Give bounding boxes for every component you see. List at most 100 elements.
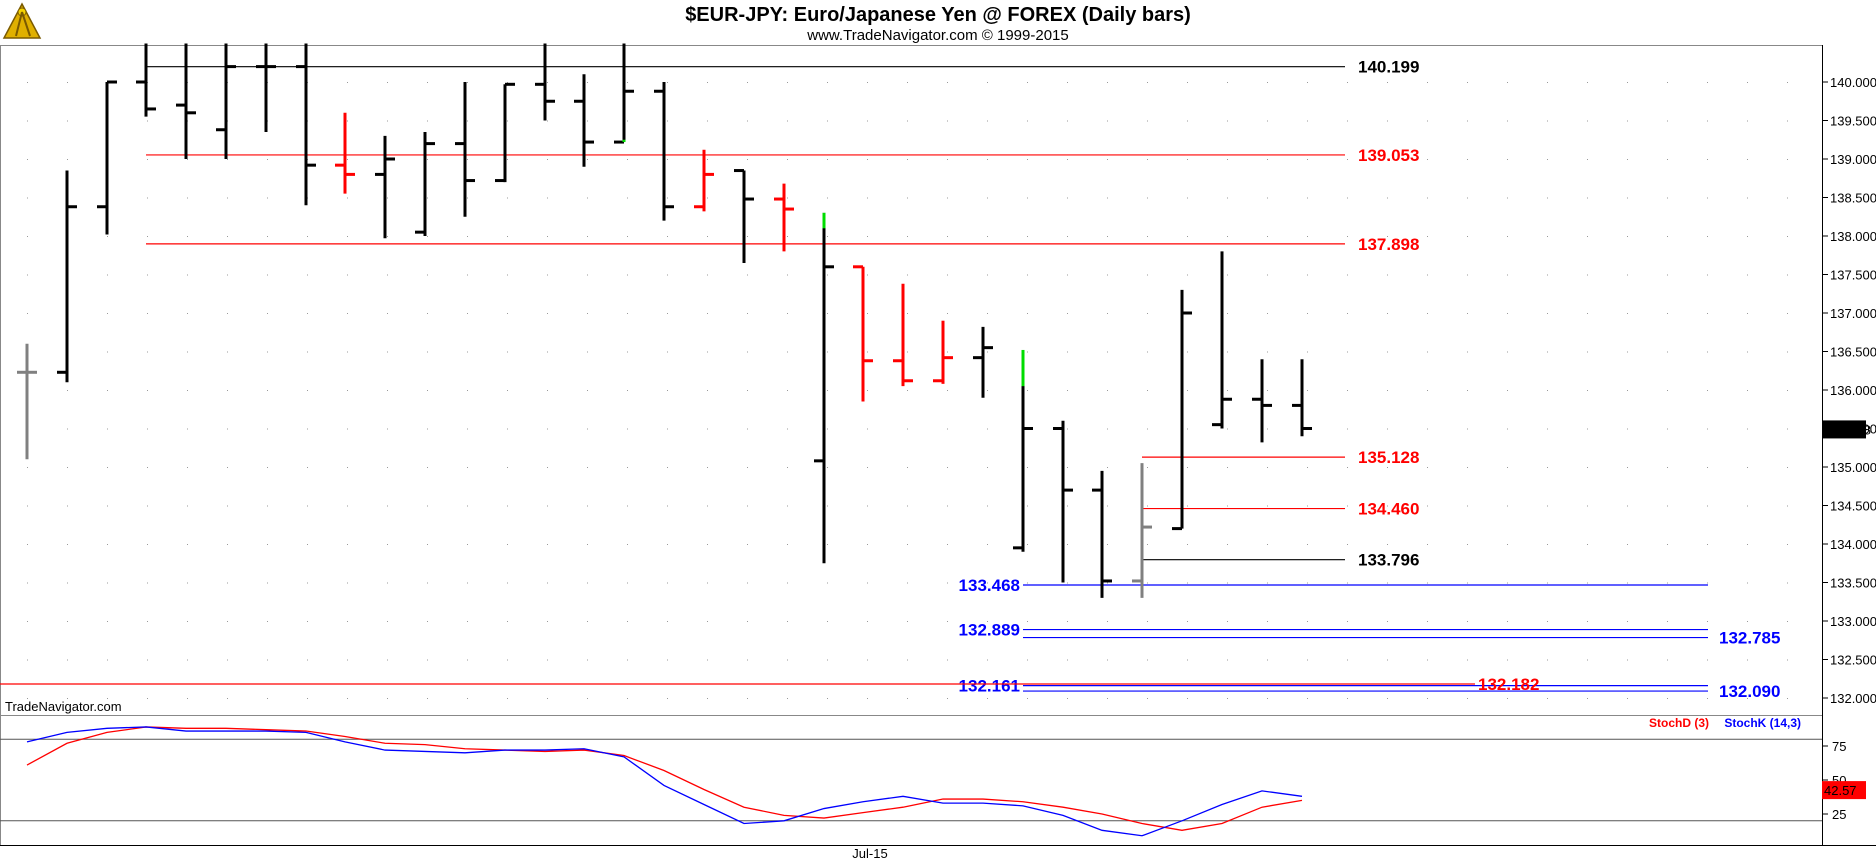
grid-dot — [827, 582, 828, 584]
grid-dot — [787, 82, 788, 83]
grid-dot — [707, 544, 708, 545]
y-tick-label: 133.500 — [1830, 576, 1876, 591]
grid-dot — [1787, 197, 1788, 199]
grid-dot — [427, 351, 428, 353]
grid-dot — [587, 236, 588, 237]
grid-dot — [1227, 351, 1228, 353]
grid-dot — [627, 236, 628, 237]
grid-dot — [467, 467, 468, 468]
grid-dot — [227, 621, 228, 622]
grid-dot — [547, 390, 548, 391]
grid-dot — [347, 698, 348, 699]
grid-dot — [1107, 582, 1108, 584]
grid-dot — [387, 82, 388, 83]
grid-dot — [347, 159, 348, 160]
grid-dot — [1027, 82, 1028, 83]
grid-dot — [547, 659, 548, 661]
grid-dot — [1667, 698, 1668, 699]
grid-dot — [1747, 313, 1748, 314]
level-label: 132.785 — [1719, 629, 1780, 648]
grid-dot — [147, 467, 148, 468]
grid-dot — [347, 313, 348, 314]
grid-dot — [427, 582, 428, 584]
grid-dot — [1307, 698, 1308, 699]
grid-dot — [1427, 582, 1428, 584]
grid-dot — [1787, 659, 1788, 661]
grid-dot — [507, 197, 508, 199]
grid-dot — [827, 621, 828, 622]
grid-dot — [387, 698, 388, 699]
grid-dot — [267, 428, 268, 430]
grid-dot — [67, 390, 68, 391]
grid-dot — [787, 428, 788, 430]
grid-dot — [907, 274, 908, 276]
grid-dot — [1747, 621, 1748, 622]
grid-dot — [1107, 120, 1108, 122]
y-tick-label: 139.000 — [1830, 152, 1876, 167]
grid-dot — [747, 659, 748, 661]
grid-dot — [267, 505, 268, 507]
grid-dot — [1467, 544, 1468, 545]
grid-dot — [1787, 120, 1788, 122]
grid-dot — [667, 313, 668, 314]
grid-dot — [1107, 544, 1108, 545]
grid-dot — [947, 544, 948, 545]
grid-dot — [1227, 698, 1228, 699]
grid-dot — [307, 467, 308, 468]
grid-dot — [467, 621, 468, 622]
grid-dot — [507, 621, 508, 622]
grid-dot — [1507, 621, 1508, 622]
grid-dot — [1787, 582, 1788, 584]
ohlc-bar — [415, 132, 435, 236]
grid-dot — [627, 698, 628, 699]
grid-dot — [987, 159, 988, 160]
grid-dot — [1787, 698, 1788, 699]
grid-dot — [587, 274, 588, 276]
grid-dot — [667, 351, 668, 353]
grid-dot — [987, 274, 988, 276]
grid-dot — [1307, 236, 1308, 237]
grid-dot — [1427, 698, 1428, 699]
grid-dot — [907, 82, 908, 83]
grid-dot — [1387, 197, 1388, 199]
grid-dot — [667, 621, 668, 622]
ohlc-bar — [1132, 463, 1152, 598]
grid-dot — [467, 582, 468, 584]
grid-dot — [587, 428, 588, 430]
grid-dot — [1387, 82, 1388, 83]
grid-dot — [467, 659, 468, 661]
grid-dot — [1067, 274, 1068, 276]
grid-dot — [1027, 505, 1028, 507]
grid-dot — [747, 467, 748, 468]
y-tick-label: 132.000 — [1830, 691, 1876, 706]
grid-dot — [1587, 582, 1588, 584]
grid-dot — [1347, 236, 1348, 237]
grid-dot — [1187, 236, 1188, 237]
y-tick-label: 140.000 — [1830, 75, 1876, 90]
grid-dot — [707, 698, 708, 699]
grid-dot — [1587, 698, 1588, 699]
grid-dot — [67, 698, 68, 699]
grid-dot — [307, 274, 308, 276]
grid-dot — [1507, 390, 1508, 391]
grid-dot — [867, 467, 868, 468]
grid-dot — [1027, 313, 1028, 314]
last-price-badge: 135.488 — [1822, 420, 1871, 439]
grid-dot — [147, 390, 148, 391]
grid-dot — [1427, 159, 1428, 160]
grid-dot — [347, 621, 348, 622]
grid-dot — [1747, 120, 1748, 122]
grid-dot — [1707, 82, 1708, 83]
grid-dot — [787, 197, 788, 199]
grid-dot — [1227, 467, 1228, 468]
grid-dot — [347, 659, 348, 661]
grid-dot — [787, 390, 788, 391]
grid-dot — [307, 236, 308, 237]
grid-dot — [387, 428, 388, 430]
grid-dot — [467, 120, 468, 122]
grid-dot — [987, 351, 988, 353]
grid-dot — [667, 428, 668, 430]
ohlc-bar — [1212, 251, 1232, 429]
grid-dot — [1267, 390, 1268, 391]
